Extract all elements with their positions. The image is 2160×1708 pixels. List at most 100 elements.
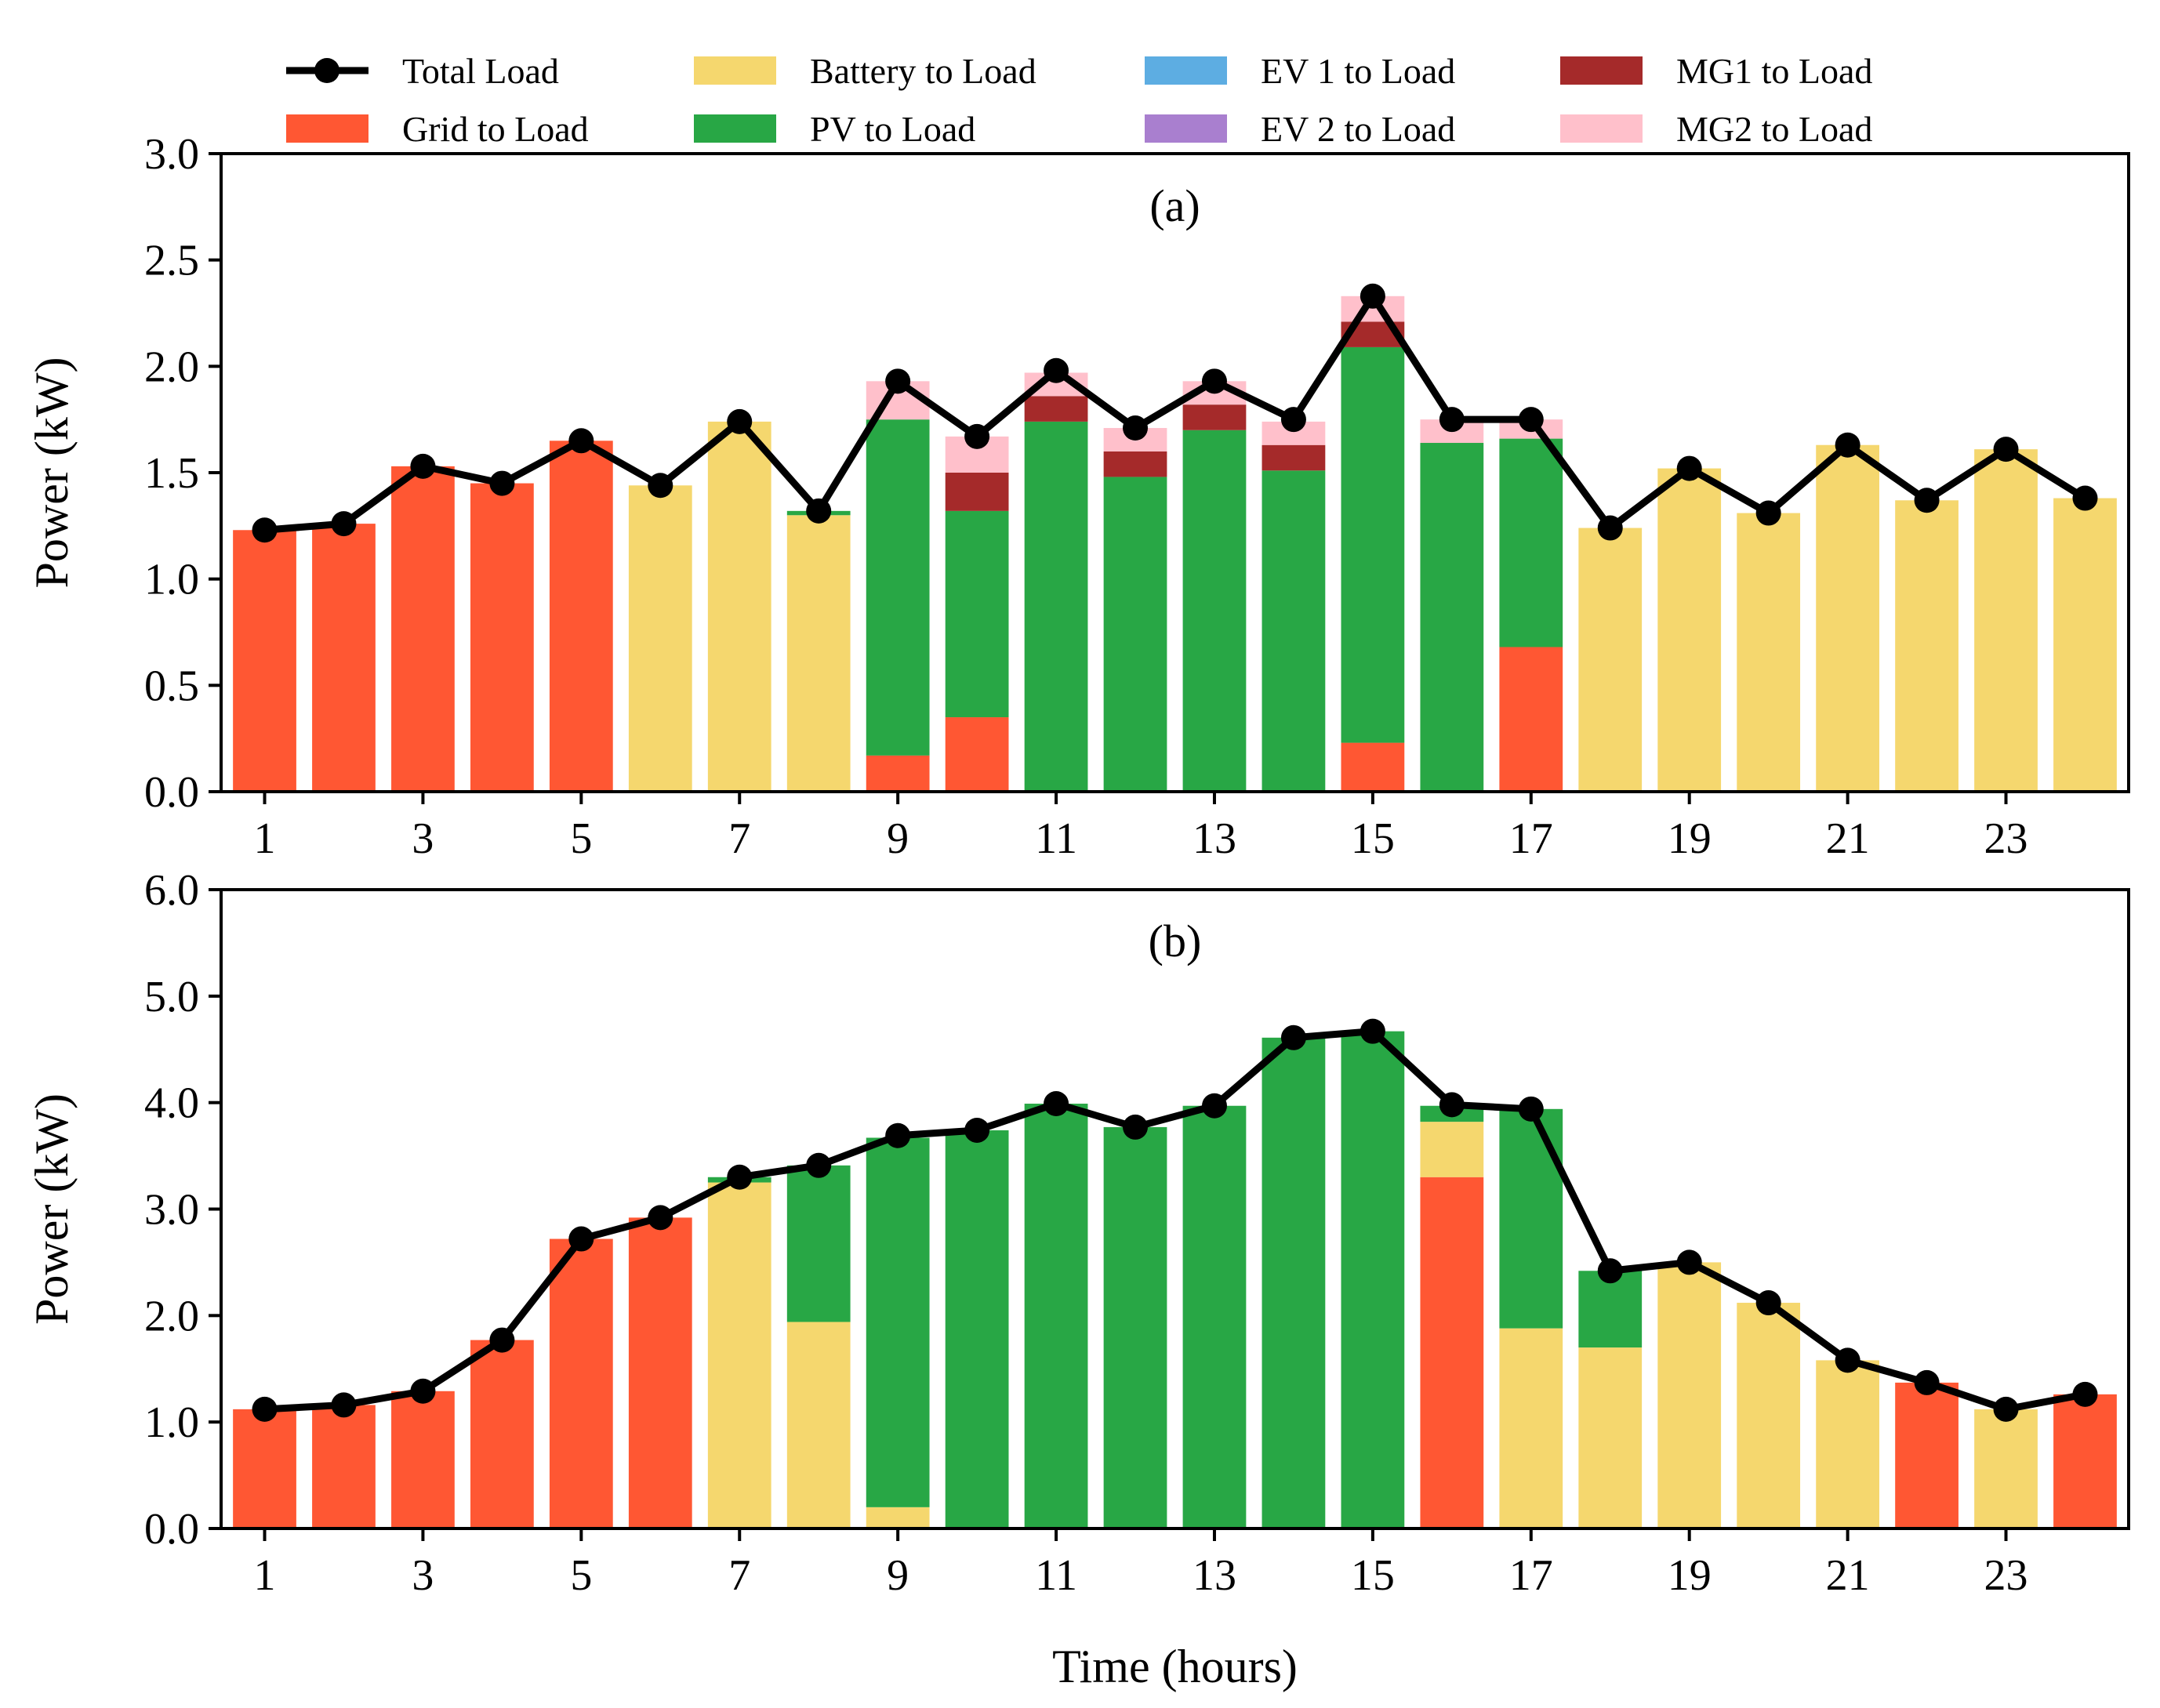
total-load-point-hour-12 (1123, 1114, 1149, 1140)
bar-pv-to-load-hour-10 (945, 510, 1009, 718)
legend-label: EV 2 to Load (1261, 109, 1455, 149)
bar-pv-to-load-hour-10 (945, 1130, 1009, 1528)
bar-pv-to-load-hour-14 (1262, 1037, 1326, 1528)
legend-color-swatch (694, 114, 776, 143)
bar-grid-to-load-hour-10 (945, 717, 1009, 792)
x-tick-label: 23 (1984, 814, 2028, 863)
legend-color-swatch (1560, 56, 1643, 85)
bar-battery-to-load-hour-9 (866, 1507, 930, 1528)
bar-battery-to-load-hour-18 (1578, 528, 1643, 792)
bar-battery-to-load-hour-7 (707, 421, 771, 792)
bar-pv-to-load-hour-8 (786, 1165, 851, 1322)
legend-label: MG2 to Load (1676, 109, 1872, 149)
bar-battery-to-load-hour-21 (1816, 1360, 1879, 1528)
y-axis-title: Power (kW) (26, 1093, 78, 1325)
total-load-point-hour-4 (489, 1327, 515, 1353)
legend-item-mg2-to-load: MG2 to Load (1560, 109, 1872, 149)
x-axis: 1 3 5 7 9 11 13 15 17 19 21 23 (254, 1528, 2028, 1600)
legend-item-total-load: Total Load (286, 51, 559, 91)
total-load-point-hour-13 (1201, 1093, 1227, 1119)
bar-pv-to-load-hour-15 (1341, 346, 1405, 743)
bar-battery-to-load-hour-7 (707, 1182, 771, 1528)
x-tick-label: 5 (570, 1551, 592, 1600)
legend-label: Battery to Load (810, 51, 1036, 91)
x-tick-label: 17 (1509, 1551, 1553, 1600)
bar-battery-to-load-hour-23 (1974, 1409, 2038, 1528)
bar-battery-to-load-hour-21 (1816, 444, 1879, 792)
total-load-line (252, 1018, 2098, 1422)
legend-label: EV 1 to Load (1261, 51, 1455, 91)
total-load-point-hour-12 (1123, 415, 1149, 441)
x-tick-label: 15 (1351, 814, 1395, 863)
bar-mg1-to-load-hour-11 (1024, 396, 1088, 422)
legend-color-swatch (1145, 56, 1227, 85)
y-tick-label: 0.5 (144, 662, 199, 710)
bar-battery-to-load-hour-19 (1657, 1262, 1722, 1528)
bar-grid-to-load-hour-3 (391, 1391, 455, 1528)
bar-pv-to-load-hour-14 (1262, 470, 1326, 792)
y-tick-label: 6.0 (144, 866, 199, 915)
legend-item-mg1-to-load: MG1 to Load (1560, 51, 1872, 91)
legend-item-battery-to-load: Battery to Load (694, 51, 1036, 91)
bar-battery-to-load-hour-24 (2053, 498, 2117, 792)
bar-grid-to-load-hour-9 (866, 755, 930, 792)
total-load-point-hour-17 (1518, 407, 1544, 433)
bar-pv-to-load-hour-18 (1578, 1271, 1643, 1348)
y-tick-label: 1.0 (144, 556, 199, 604)
x-tick-label: 5 (570, 814, 592, 863)
bar-grid-to-load-hour-5 (549, 441, 613, 792)
y-tick-label: 1.5 (144, 449, 199, 498)
bar-grid-to-load-hour-24 (2053, 1394, 2117, 1528)
bar-pv-to-load-hour-9 (866, 1137, 930, 1507)
bar-grid-to-load-hour-3 (391, 466, 455, 792)
x-tick-label: 1 (254, 814, 276, 863)
x-tick-label: 19 (1668, 1551, 1712, 1600)
total-load-point-hour-10 (964, 423, 990, 449)
y-axis: 0.0 0.5 1.0 1.5 2.0 2.5 3.0 (144, 130, 221, 817)
bar-grid-to-load-hour-1 (233, 530, 296, 792)
total-load-point-hour-10 (964, 1117, 990, 1143)
bar-battery-to-load-hour-18 (1578, 1347, 1643, 1528)
x-tick-label: 11 (1035, 814, 1077, 863)
panel-label: (a) (1149, 180, 1200, 231)
y-tick-label: 0.0 (144, 1505, 199, 1554)
total-load-point-hour-16 (1439, 407, 1465, 433)
total-load-point-hour-11 (1044, 357, 1069, 383)
total-load-point-hour-16 (1439, 1092, 1465, 1118)
bar-grid-to-load-hour-22 (1895, 1382, 1959, 1528)
total-load-point-hour-19 (1676, 1249, 1702, 1275)
bar-pv-to-load-hour-17 (1499, 1108, 1563, 1329)
bar-grid-to-load-hour-2 (312, 524, 376, 792)
total-load-point-hour-1 (252, 1396, 278, 1422)
total-load-point-hour-17 (1518, 1096, 1544, 1122)
legend-label: PV to Load (810, 109, 975, 149)
x-tick-label: 7 (728, 814, 750, 863)
bar-battery-to-load-hour-23 (1974, 449, 2038, 792)
total-load-point-hour-21 (1835, 432, 1861, 458)
bar-pv-to-load-hour-17 (1499, 438, 1563, 647)
y-tick-label: 5.0 (144, 973, 199, 1021)
bar-mg1-to-load-hour-14 (1262, 444, 1326, 471)
panel-a: 0.00.51.01.52.02.53.01 3 5 7 9 11 13 15 17 19 21 23… (26, 130, 2130, 863)
x-tick-label: 21 (1826, 1551, 1870, 1600)
bar-mg1-to-load-hour-12 (1103, 451, 1167, 477)
total-load-polyline (264, 1028, 2086, 1413)
bar-battery-to-load-hour-6 (628, 485, 692, 792)
total-load-point-hour-3 (410, 453, 436, 479)
total-load-point-hour-7 (727, 408, 753, 434)
bar-grid-to-load-hour-16 (1420, 1177, 1484, 1528)
y-axis-title: Power (kW) (26, 357, 78, 589)
total-load-point-hour-24 (2072, 1381, 2098, 1407)
y-tick-label: 4.0 (144, 1079, 199, 1128)
x-tick-label: 23 (1984, 1551, 2028, 1600)
x-tick-label: 11 (1035, 1551, 1077, 1600)
legend-color-swatch (1145, 114, 1227, 143)
bar-battery-to-load-hour-19 (1657, 468, 1722, 792)
x-axis-title: Time (hours) (1052, 1641, 1298, 1692)
y-axis: 0.0 1.0 2.0 3.0 4.0 5.0 6.0 (144, 866, 221, 1554)
y-tick-label: 1.0 (144, 1398, 199, 1447)
total-load-line (252, 283, 2098, 543)
x-tick-label: 13 (1193, 814, 1236, 863)
total-load-point-hour-5 (568, 1226, 594, 1252)
total-load-point-hour-20 (1755, 1290, 1781, 1316)
